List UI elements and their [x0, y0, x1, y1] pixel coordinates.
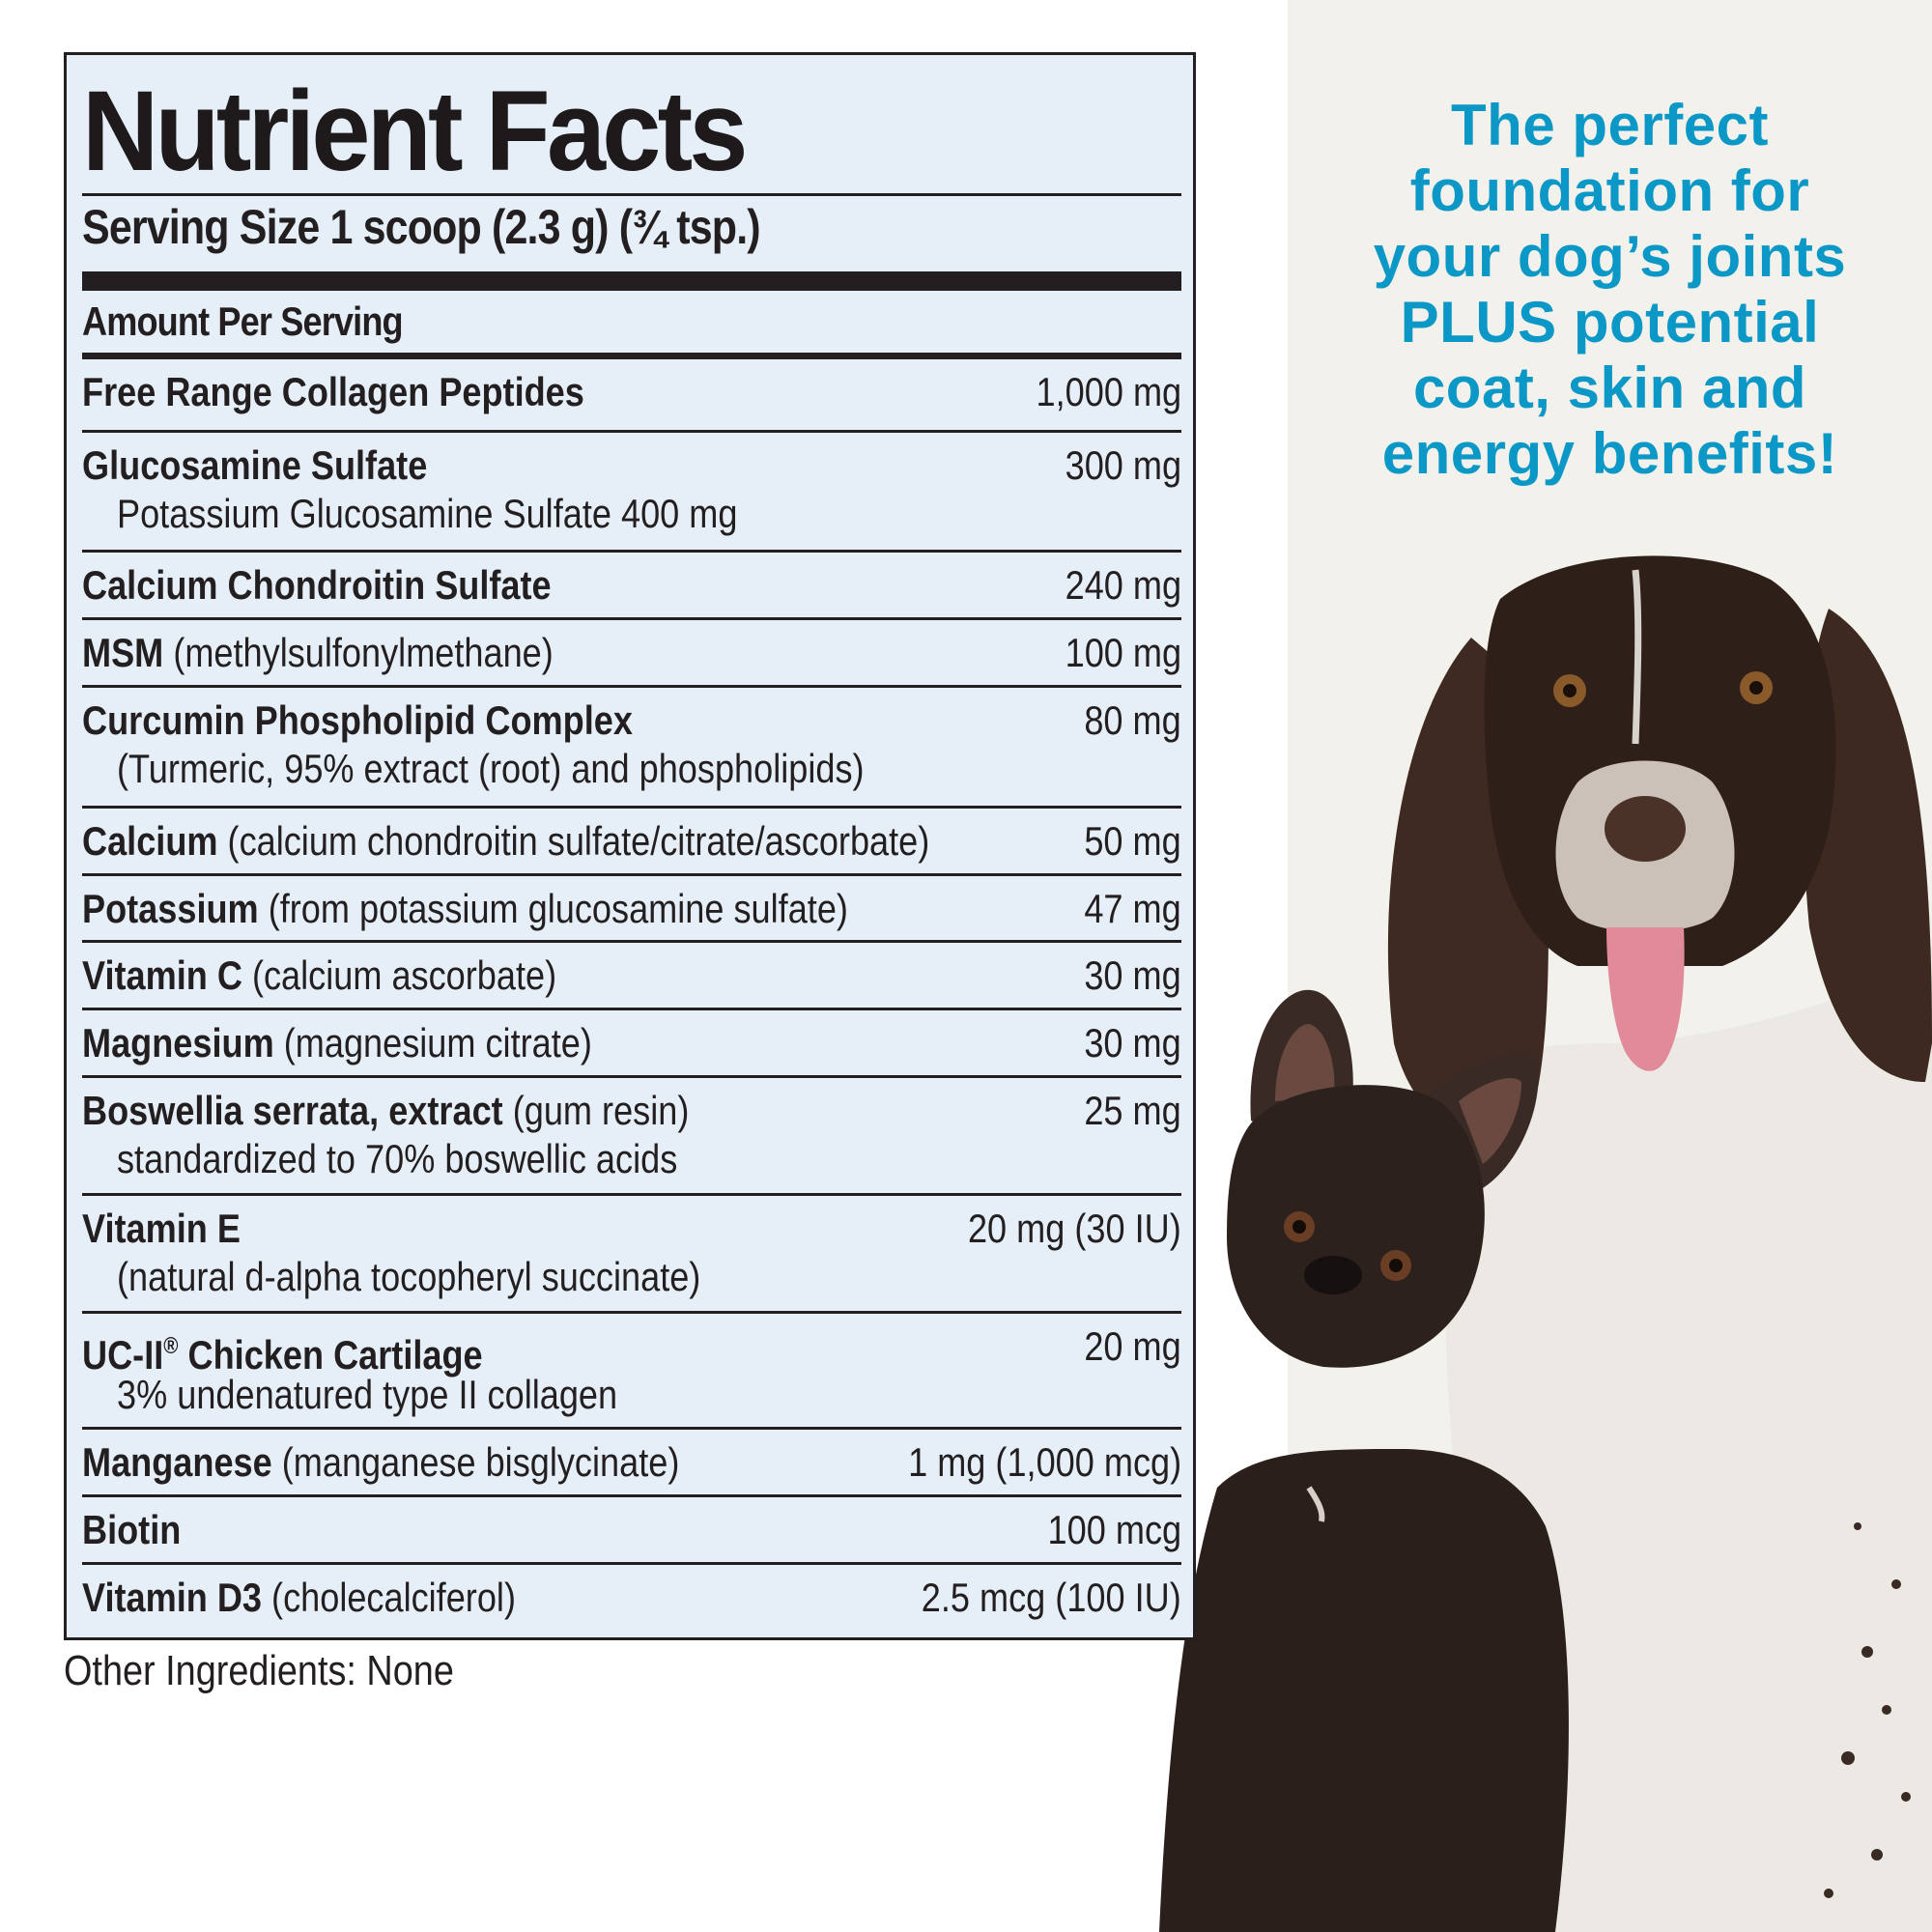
headline: The perfect foundation for your dog’s jo… — [1288, 93, 1932, 487]
nutrient-name: Magnesium — [82, 1020, 274, 1065]
nutrient-subtext: standardized to 70% boswellic acids — [117, 1136, 678, 1181]
nutrient-description: (gum resin) — [502, 1088, 690, 1133]
nutrient-description: (calcium ascorbate) — [242, 952, 557, 998]
nutrient-description: (magnesium citrate) — [273, 1020, 592, 1065]
divider-thick — [82, 271, 1181, 291]
nutrient-description: (methylsulfonylmethane) — [163, 630, 554, 675]
nutrient-name: Calcium — [82, 818, 218, 864]
nutrient-amount: 100 mcg — [1047, 1507, 1181, 1552]
nutrient-subtext: (natural d-alpha tocopheryl succinate) — [117, 1254, 701, 1299]
nutrient-row: Calcium Chondroitin Sulfate 240 mg — [82, 553, 1181, 620]
headline-line: your dog’s joints — [1373, 224, 1847, 289]
divider — [82, 193, 1181, 196]
nutrient-amount: 20 mg — [1084, 1323, 1181, 1369]
nutrient-name: Manganese — [82, 1439, 272, 1485]
nutrient-name: MSM — [82, 630, 164, 675]
nutrient-row: Magnesium (magnesium citrate) 30 mg — [82, 1010, 1181, 1078]
nutrient-name: Vitamin D3 — [82, 1575, 263, 1620]
nutrient-amount: 25 mg — [1084, 1088, 1181, 1133]
nutrient-name: Biotin — [82, 1507, 182, 1552]
nutrient-row: UC-II® Chicken Cartilage 20 mg 3% undena… — [82, 1314, 1181, 1430]
nutrient-row: Vitamin C (calcium ascorbate) 30 mg — [82, 943, 1181, 1010]
nutrient-name: Calcium Chondroitin Sulfate — [82, 562, 552, 608]
nutrient-row: Curcumin Phospholipid Complex 80 mg (Tur… — [82, 688, 1181, 809]
nutrient-name: Curcumin Phospholipid Complex — [82, 697, 633, 743]
label-title: Nutrient Facts — [82, 68, 748, 195]
nutrient-row: Vitamin E 20 mg (30 IU) (natural d-alpha… — [82, 1196, 1181, 1314]
nutrient-name: Boswellia serrata, extract — [82, 1088, 503, 1133]
nutrient-amount: 30 mg — [1084, 952, 1181, 998]
nutrient-amount: 50 mg — [1084, 818, 1181, 864]
nutrient-row: Vitamin D3 (cholecalciferol) 2.5 mcg (10… — [82, 1565, 1181, 1637]
nutrient-amount: 1,000 mg — [1036, 369, 1181, 414]
nutrient-amount: 20 mg (30 IU) — [968, 1206, 1181, 1251]
nutrient-subtext: Potassium Glucosamine Sulfate 400 mg — [117, 491, 738, 536]
nutrient-row: Calcium (calcium chondroitin sulfate/cit… — [82, 809, 1181, 876]
nutrient-row: Free Range Collagen Peptides 1,000 mg — [82, 359, 1181, 433]
nutrient-name: Glucosamine Sulfate — [82, 442, 428, 488]
nutrient-row: Manganese (manganese bisglycinate) 1 mg … — [82, 1430, 1181, 1497]
headline-line: coat, skin and — [1412, 355, 1807, 420]
nutrient-name: Vitamin E — [82, 1206, 241, 1251]
nutrient-description: (cholecalciferol) — [262, 1575, 516, 1620]
nutrient-subtext: 3% undenatured type II collagen — [117, 1372, 618, 1417]
nutrient-row: Potassium (from potassium glucosamine su… — [82, 876, 1181, 943]
headline-line: foundation for — [1409, 158, 1810, 223]
nutrient-amount: 1 mg (1,000 mcg) — [907, 1439, 1181, 1485]
nutrient-description: (manganese bisglycinate) — [271, 1439, 680, 1485]
nutrient-name: Vitamin C — [82, 952, 242, 998]
nutrient-name: Potassium — [82, 886, 259, 931]
nutrient-amount: 100 mg — [1065, 630, 1181, 675]
nutrient-description: (calcium chondroitin sulfate/citrate/asc… — [217, 818, 930, 864]
nutrient-facts-label: Nutrient Facts Serving Size 1 scoop (2.3… — [64, 52, 1196, 1640]
nutrient-amount: 2.5 mcg (100 IU) — [921, 1575, 1181, 1620]
nutrient-name: UC-II — [82, 1332, 164, 1378]
nutrient-name-suffix: Chicken Cartilage — [178, 1332, 483, 1378]
nutrient-row: Glucosamine Sulfate 300 mg Potassium Glu… — [82, 433, 1181, 553]
nutrient-subtext: (Turmeric, 95% extract (root) and phosph… — [117, 746, 865, 791]
nutrient-row: Boswellia serrata, extract (gum resin) 2… — [82, 1078, 1181, 1196]
nutrient-amount: 300 mg — [1065, 442, 1181, 488]
nutrient-row: Biotin 100 mcg — [82, 1497, 1181, 1565]
other-ingredients: Other Ingredients: None — [64, 1647, 454, 1694]
serving-size: Serving Size 1 scoop (2.3 g) (¾ tsp.) — [82, 200, 761, 254]
headline-line: PLUS potential — [1400, 290, 1820, 355]
nutrient-amount: 80 mg — [1084, 697, 1181, 743]
headline-line: energy benefits! — [1381, 421, 1838, 486]
divider-medium — [82, 353, 1181, 359]
nutrient-amount: 30 mg — [1084, 1020, 1181, 1065]
registered-mark: ® — [163, 1333, 179, 1359]
nutrient-name: Free Range Collagen Peptides — [82, 369, 584, 414]
nutrient-description: (from potassium glucosamine sulfate) — [258, 886, 848, 931]
nutrient-amount: 240 mg — [1065, 562, 1181, 608]
nutrient-amount: 47 mg — [1084, 886, 1181, 931]
amount-per-serving: Amount Per Serving — [82, 298, 404, 344]
headline-line: The perfect — [1451, 93, 1769, 157]
nutrient-row: MSM (methylsulfonylmethane) 100 mg — [82, 620, 1181, 688]
french-bulldog-image — [1159, 989, 1569, 1932]
